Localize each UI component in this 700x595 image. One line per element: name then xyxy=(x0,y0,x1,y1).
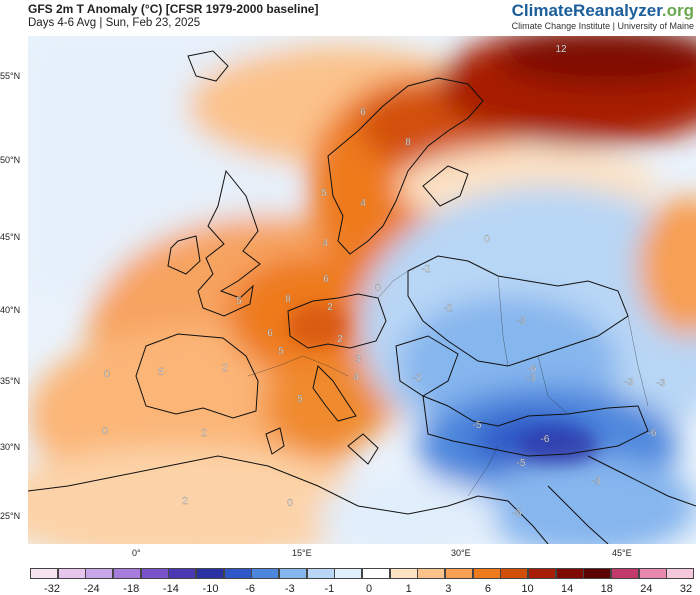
contour-label: 6 xyxy=(360,107,366,118)
contour-label: 12 xyxy=(555,44,567,55)
colorbar-tick-label: -1 xyxy=(324,583,335,595)
colorbar-swatch xyxy=(389,568,418,579)
contour-label: -6 xyxy=(528,364,537,375)
contour-label: -3 xyxy=(625,377,634,388)
contour-label: 2 xyxy=(327,302,333,313)
colorbar-swatch xyxy=(279,568,308,579)
brand-name: ClimateReanalyzer xyxy=(511,1,662,20)
colorbar-tick-label: 0 xyxy=(365,583,373,595)
lon-label: 30°E xyxy=(451,548,471,558)
colorbar-tick-label: -3 xyxy=(284,583,295,595)
contour-label: 0 xyxy=(375,283,381,294)
colorbar-swatch xyxy=(555,568,584,579)
contour-label: -2 xyxy=(444,303,453,314)
contour-label: 2 xyxy=(201,428,207,439)
contour-label: -3 xyxy=(527,373,536,384)
lon-label: 45°E xyxy=(612,548,632,558)
contour-label: 8 xyxy=(285,294,291,305)
contour-label: -3 xyxy=(592,476,601,487)
contour-label: 8 xyxy=(405,137,411,148)
colorbar-swatch xyxy=(85,568,114,579)
colorbar-swatch xyxy=(611,568,640,579)
contour-label: 0 xyxy=(102,426,108,437)
contour-label: 4 xyxy=(322,238,328,249)
contour-label: 0 xyxy=(104,369,110,380)
anomaly-map[interactable]: 12 8 6 5 4 4 6 8 5 6 5 5 2 0 -2 -2 -3 -2… xyxy=(28,36,696,544)
brand-tld: .org xyxy=(661,1,694,20)
colorbar-swatch xyxy=(223,568,252,579)
contour-label: 2 xyxy=(182,496,188,507)
lat-label: 25°N xyxy=(0,511,21,521)
contour-label: 6 xyxy=(267,328,273,339)
colorbar-tick-label: 18 xyxy=(600,583,613,595)
colorbar-swatch xyxy=(168,568,197,579)
contour-label: -2 xyxy=(413,373,422,384)
lat-label: 35°N xyxy=(0,376,21,386)
colorbar-tick-label: 14 xyxy=(561,583,574,595)
colorbar-swatch xyxy=(417,568,446,579)
contour-label: -5 xyxy=(473,420,482,431)
colorbar-tick-label: 6 xyxy=(484,583,491,595)
colorbar-tick-label: -14 xyxy=(162,583,179,595)
colorbar-swatch xyxy=(528,568,557,579)
colorbar-swatch xyxy=(306,568,335,579)
colorbar-tick-label: 24 xyxy=(640,583,653,595)
colorbar-swatch xyxy=(113,568,142,579)
contour-label: 0 xyxy=(287,498,293,509)
colorbar-swatch xyxy=(500,568,529,579)
lat-label: 45°N xyxy=(0,232,21,242)
colorbar-tick-label: -32 xyxy=(44,583,60,595)
colorbar-swatch xyxy=(251,568,280,579)
colorbar-swatch xyxy=(196,568,225,579)
contour-label: -3 xyxy=(517,316,526,327)
lat-label: 40°N xyxy=(0,305,21,315)
contour-label: 2 xyxy=(337,334,343,345)
colorbar-swatch xyxy=(472,568,501,579)
contour-label: -6 xyxy=(541,434,550,445)
colorbar-tick-label: 1 xyxy=(405,583,412,595)
colorbar-tick-label: 10 xyxy=(521,583,534,595)
contour-label: -6 xyxy=(648,428,657,439)
brand-tagline: Climate Change Institute | University of… xyxy=(511,21,694,31)
colorbar-swatch xyxy=(666,568,695,579)
lat-label: 55°N xyxy=(0,71,21,81)
contour-label: 5 xyxy=(278,346,284,357)
lat-label: 30°N xyxy=(0,442,21,452)
colorbar-tick-label: -10 xyxy=(202,583,219,595)
colorbar-swatch xyxy=(445,568,474,579)
contour-label: 4 xyxy=(360,198,366,209)
lat-label: 50°N xyxy=(0,155,21,165)
lon-label: 15°E xyxy=(292,548,312,558)
map-subtitle: Days 4-6 Avg | Sun, Feb 23, 2025 xyxy=(28,17,201,29)
colorbar-tick-label: 32 xyxy=(679,583,693,595)
colorbar-tick-label: -6 xyxy=(245,583,256,595)
colorbar-swatch xyxy=(57,568,86,579)
contour-label: 5 xyxy=(236,296,242,307)
brand-logo[interactable]: ClimateReanalyzer.org xyxy=(512,1,694,21)
contour-label: 5 xyxy=(158,367,164,378)
contour-label: 5 xyxy=(297,394,303,405)
colorbar-swatch xyxy=(334,568,363,579)
colorbar-swatch xyxy=(638,568,667,579)
contour-label: -2 xyxy=(422,264,431,275)
colorbar-swatch xyxy=(140,568,169,579)
contour-label: 4 xyxy=(353,372,359,383)
contour-label: -5 xyxy=(517,458,526,469)
contour-label: 3 xyxy=(355,354,361,365)
colorbar-swatch xyxy=(362,568,391,579)
colorbar-tick-label: 3 xyxy=(445,583,452,595)
contour-label: 2 xyxy=(222,363,228,374)
colorbar-tick-label: -18 xyxy=(123,583,140,595)
contour-label: 6 xyxy=(323,274,329,285)
contour-label: -3 xyxy=(657,378,666,389)
lon-label: 0° xyxy=(132,548,141,558)
map-title: GFS 2m T Anomaly (°C) [CFSR 1979-2000 ba… xyxy=(28,2,319,16)
colorbar-tick-label: -24 xyxy=(83,583,100,595)
contour-label: 0 xyxy=(484,234,490,245)
colorbar-swatch xyxy=(583,568,612,579)
contour-label: -5 xyxy=(513,508,522,519)
contour-label: 5 xyxy=(321,188,327,199)
colorbar-swatch xyxy=(30,568,59,579)
